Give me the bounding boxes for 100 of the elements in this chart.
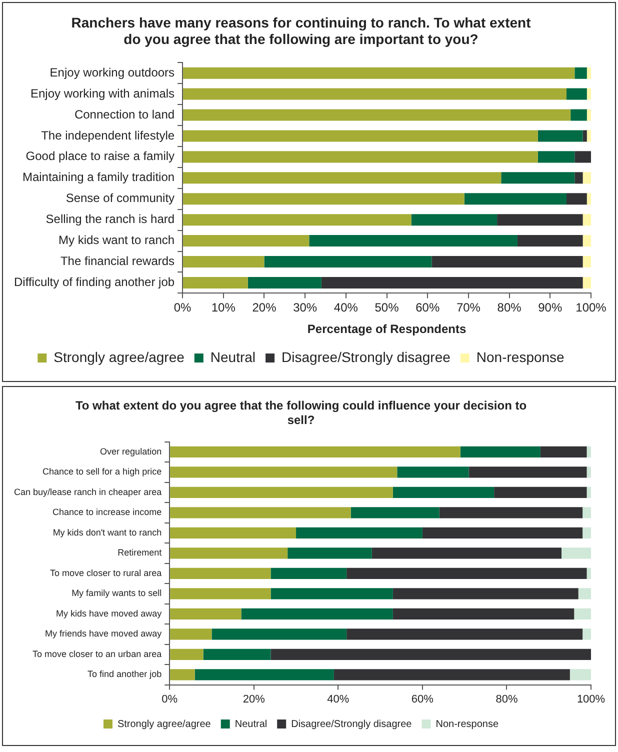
- bar: [468, 466, 587, 478]
- bar: [183, 109, 571, 121]
- bar: [586, 446, 591, 458]
- x-tick-label: 90%: [538, 300, 562, 315]
- bar: [183, 214, 412, 226]
- bar: [170, 568, 271, 579]
- bar: [288, 548, 372, 559]
- bar: [248, 276, 322, 288]
- bar: [309, 235, 518, 247]
- y-tick-label: My kids have moved away: [56, 608, 162, 618]
- x-tick-label: 30%: [293, 300, 318, 315]
- x-tick-label: 0%: [174, 300, 192, 315]
- bar: [170, 628, 212, 640]
- bar: [582, 172, 591, 184]
- bar: [582, 507, 591, 518]
- x-tick-label: 80%: [496, 693, 518, 706]
- bar: [397, 466, 469, 478]
- bar: [270, 648, 591, 660]
- bar: [582, 235, 591, 247]
- bar: [270, 588, 393, 600]
- bar: [570, 109, 587, 121]
- bar: [501, 172, 575, 184]
- bar: [538, 151, 575, 163]
- y-tick-label: Chance to sell for a high price: [42, 466, 162, 477]
- bar: [346, 628, 583, 640]
- bar: [586, 109, 591, 121]
- bar: [439, 507, 583, 518]
- bar: [183, 67, 575, 79]
- y-tick-label: Can buy/lease ranch in cheaper area: [14, 486, 162, 497]
- bar: [203, 648, 271, 660]
- bar: [497, 214, 583, 226]
- y-tick-label: Enjoy working outdoors: [50, 65, 175, 80]
- bar: [538, 130, 583, 142]
- bar: [586, 130, 591, 142]
- y-tick-label: The independent lifestyle: [41, 128, 175, 142]
- bar: [570, 669, 591, 680]
- legend-label: Non-response: [436, 718, 499, 730]
- bar: [183, 88, 566, 100]
- y-tick-label: Connection to land: [74, 107, 175, 122]
- y-tick-label: My kids don't want to ranch: [52, 527, 162, 538]
- bar: [170, 548, 288, 559]
- bar: [392, 608, 574, 620]
- y-tick-label: To move closer to an urban area: [32, 648, 162, 659]
- x-tick-label: 60%: [416, 300, 440, 315]
- y-tick-label: Chance to increase income: [52, 507, 162, 518]
- y-tick-label: Maintaining a family tradition: [22, 170, 175, 184]
- bar: [170, 588, 271, 600]
- legend-label: Strongly agree/agree: [117, 718, 212, 730]
- x-tick-label: 40%: [327, 693, 350, 706]
- y-tick-label: My friends have moved away: [45, 628, 162, 639]
- chart-title: To what extent do you agree that the following could influence your decision to sell?: [75, 398, 527, 427]
- y-tick-label: My kids want to ranch: [58, 233, 175, 248]
- bar: [241, 608, 393, 620]
- bar: [212, 628, 347, 640]
- legend-label: Disagree/Strongly disagree: [282, 348, 451, 365]
- bar: [540, 446, 587, 458]
- bar: [566, 193, 587, 205]
- bar: [334, 669, 570, 680]
- x-tick-label: 40%: [334, 300, 358, 315]
- legend-label: Strongly agree/agree: [54, 348, 185, 365]
- bar: [574, 172, 583, 184]
- legend-label: Neutral: [210, 348, 256, 365]
- bar: [566, 88, 587, 100]
- bar: [372, 548, 562, 559]
- x-tick-label: 60%: [411, 693, 434, 706]
- bar: [392, 486, 494, 498]
- bar: [432, 256, 583, 268]
- bar: [170, 527, 296, 538]
- x-axis-title: Percentage of Respondents: [307, 322, 466, 336]
- bar: [582, 214, 591, 226]
- bar: [574, 151, 591, 163]
- y-tick-label: Difficulty of finding another job: [14, 275, 175, 290]
- x-tick-label: 0%: [162, 693, 178, 706]
- x-tick-label: 70%: [456, 300, 481, 315]
- x-tick-label: 50%: [374, 300, 400, 315]
- x-tick-label: 100%: [576, 693, 606, 706]
- y-tick-label: To move closer to rural area: [50, 568, 162, 578]
- bar: [183, 276, 248, 288]
- bar: [582, 276, 591, 288]
- x-tick-label: 10%: [211, 300, 236, 315]
- bar: [422, 527, 583, 538]
- bar: [170, 608, 242, 620]
- bar: [183, 130, 538, 142]
- bar: [183, 172, 502, 184]
- y-tick-label: To find another job: [88, 669, 162, 680]
- bar: [582, 628, 591, 640]
- bar: [321, 276, 583, 288]
- bar: [350, 507, 440, 518]
- bar: [582, 130, 587, 142]
- y-tick-label: Enjoy working with animals: [30, 86, 175, 100]
- bar: [411, 214, 498, 226]
- bar: [264, 256, 432, 268]
- x-tick-label: 100%: [576, 300, 607, 315]
- bar: [170, 648, 204, 660]
- bar: [574, 608, 591, 620]
- bar: [582, 527, 591, 538]
- bar: [392, 588, 578, 600]
- bar: [296, 527, 422, 538]
- x-tick-label: 80%: [497, 300, 522, 315]
- bar: [586, 67, 591, 79]
